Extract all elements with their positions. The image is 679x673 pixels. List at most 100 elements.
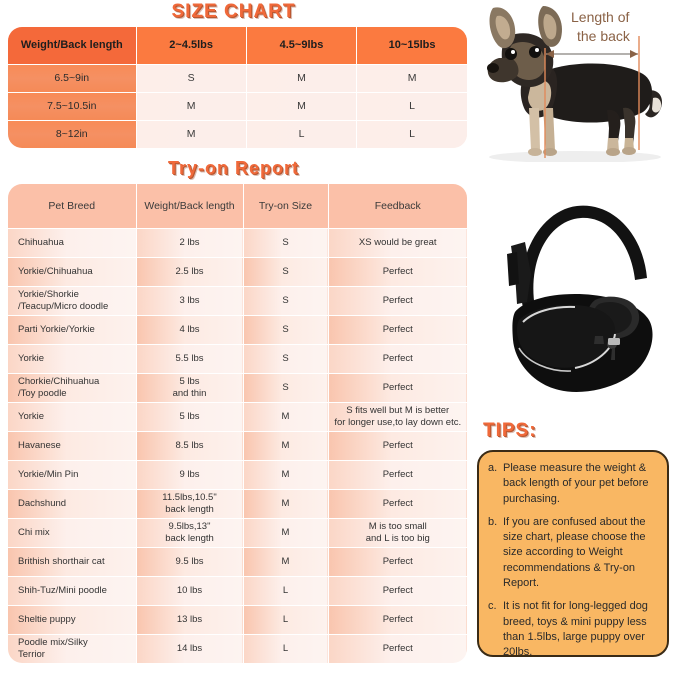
- tryon-report-title: Try-on Report: [166, 157, 299, 180]
- table-row: Yorkie/Shorkie/Teacup/Micro doodle 3 lbs S…: [8, 286, 467, 316]
- size-chart-header-cell: 10~15lbs: [356, 27, 467, 65]
- table-row: 7.5~10.5in M M L: [8, 92, 467, 121]
- tryon-cell-feedback: Perfect: [328, 286, 467, 316]
- tryon-cell-size: M: [243, 518, 329, 548]
- tryon-cell-weight: 2.5 lbs: [136, 257, 244, 287]
- tip-text: If you are confused about the size chart…: [503, 515, 646, 590]
- tip-marker: a.: [488, 462, 498, 474]
- tryon-cell-breed: Yorkie: [8, 402, 137, 432]
- tryon-header-cell: Feedback: [328, 184, 467, 229]
- table-row: Havanese 8.5 lbs M Perfect: [8, 431, 467, 461]
- tryon-cell-feedback: M is too small and L is too big: [328, 518, 467, 548]
- tryon-cell-breed: Havanese: [8, 431, 137, 461]
- tryon-cell-size: S: [243, 373, 329, 403]
- size-chart-cell: L: [246, 120, 358, 148]
- pet-carrier-bag-photo: [467, 162, 679, 412]
- tryon-cell-breed: Yorkie: [8, 344, 137, 374]
- table-row: Yorkie/Chihuahua 2.5 lbs S Perfect: [8, 257, 467, 287]
- tryon-cell-weight: 2 lbs: [136, 228, 244, 258]
- tryon-cell-size: M: [243, 547, 329, 577]
- tryon-cell-breed: Yorkie/Shorkie/Teacup/Micro doodle: [8, 286, 137, 316]
- size-chart-cell: M: [246, 64, 358, 93]
- table-row: 6.5~9in S M M: [8, 64, 467, 93]
- size-chart-cell: M: [136, 120, 247, 148]
- tryon-cell-weight: 5 lbs and thin: [136, 373, 244, 403]
- size-chart-cell: L: [356, 92, 467, 121]
- tryon-cell-feedback: Perfect: [328, 547, 467, 577]
- tryon-cell-feedback: Perfect: [328, 315, 467, 345]
- tip-item: a. Please measure the weight & back leng…: [488, 461, 659, 507]
- tryon-cell-size: S: [243, 286, 329, 316]
- table-row: Dachshund 11.5lbs,10.5" back length M Perfec…: [8, 489, 467, 519]
- tryon-cell-size: L: [243, 605, 329, 635]
- tryon-header-cell: Pet Breed: [8, 184, 137, 229]
- table-row: Yorkie 5.5 lbs S Perfect: [8, 344, 467, 374]
- tryon-cell-size: S: [243, 257, 329, 287]
- tryon-cell-breed: Chorkie/Chihuahua/Toy poodle: [8, 373, 137, 403]
- tryon-header-cell: Try-on Size: [243, 184, 329, 229]
- tryon-cell-feedback: XS would be great: [328, 228, 467, 258]
- carrier-bag-illustration: [467, 162, 679, 412]
- dog-annotation-line1: Length of: [571, 9, 629, 25]
- table-row: Sheltie puppy 13 lbs L Perfect: [8, 605, 467, 635]
- tryon-cell-feedback: Perfect: [328, 576, 467, 606]
- size-chart-row-label: 6.5~9in: [8, 64, 137, 93]
- tryon-cell-weight: 13 lbs: [136, 605, 244, 635]
- tryon-cell-feedback: Perfect: [328, 257, 467, 287]
- tryon-cell-feedback: Perfect: [328, 431, 467, 461]
- tryon-cell-weight: 14 lbs: [136, 634, 244, 663]
- tryon-cell-weight: 4 lbs: [136, 315, 244, 345]
- tryon-cell-weight: 3 lbs: [136, 286, 244, 316]
- size-chart-title: SIZE CHART: [170, 0, 296, 24]
- tip-item: b. If you are confused about the size ch…: [488, 515, 659, 591]
- tryon-cell-breed: Yorkie/Min Pin: [8, 460, 137, 490]
- tip-item: c. It is not fit for long-legged dog bre…: [488, 599, 659, 660]
- tryon-cell-breed: Chi mix: [8, 518, 137, 548]
- tryon-cell-breed: Chihuahua: [8, 228, 137, 258]
- size-chart-cell: M: [136, 92, 247, 121]
- tryon-cell-weight: 9.5lbs,13" back length: [136, 518, 244, 548]
- tryon-cell-feedback: Perfect: [328, 634, 467, 663]
- tryon-cell-weight: 10 lbs: [136, 576, 244, 606]
- tips-box: a. Please measure the weight & back leng…: [477, 450, 669, 660]
- tryon-cell-feedback: Perfect: [328, 373, 467, 403]
- tryon-header-cell: Weight/Back length: [136, 184, 244, 229]
- tryon-cell-size: M: [243, 431, 329, 461]
- tryon-cell-size: L: [243, 576, 329, 606]
- tryon-cell-feedback: S fits well but M is better for longer us…: [328, 402, 467, 432]
- size-chart-table: Weight/Back length 2~4.5lbs 4.5~9lbs 10~…: [8, 27, 467, 148]
- tryon-cell-breed: Poodle mix/Silky Terrior: [8, 634, 137, 663]
- table-row: 8~12in M L L: [8, 120, 467, 148]
- size-chart-header-row: Weight/Back length 2~4.5lbs 4.5~9lbs 10~…: [8, 27, 467, 65]
- tryon-cell-breed: Yorkie/Chihuahua: [8, 257, 137, 287]
- tryon-cell-weight: 11.5lbs,10.5" back length: [136, 489, 244, 519]
- tryon-cell-breed: Parti Yorkie/Yorkie: [8, 315, 137, 345]
- tryon-cell-feedback: Perfect: [328, 605, 467, 635]
- tryon-report-body: Chihuahua 2 lbs S XS would be great Yorkie/C…: [8, 228, 467, 663]
- size-chart-cell: L: [356, 120, 467, 148]
- size-chart-header-cell: Weight/Back length: [8, 27, 137, 65]
- tryon-cell-weight: 5.5 lbs: [136, 344, 244, 374]
- dog-annotation-line2: the back: [577, 28, 631, 44]
- table-row: Chorkie/Chihuahua/Toy poodle 5 lbs and thi…: [8, 373, 467, 403]
- size-chart-cell: M: [246, 92, 358, 121]
- tryon-cell-breed: Shih-Tuz/Mini poodle: [8, 576, 137, 606]
- tryon-cell-breed: Dachshund: [8, 489, 137, 519]
- tip-marker: c.: [488, 600, 497, 613]
- tryon-cell-size: L: [243, 634, 329, 663]
- tryon-cell-size: M: [243, 489, 329, 519]
- size-chart-row-label: 8~12in: [8, 120, 137, 148]
- table-row: Brithish shorthair cat 9.5 lbs M Perfect: [8, 547, 467, 577]
- table-row: Chihuahua 2 lbs S XS would be great: [8, 228, 467, 258]
- tryon-cell-weight: 5 lbs: [136, 402, 244, 432]
- table-row: Yorkie/Min Pin 9 lbs M Perfect: [8, 460, 467, 490]
- table-row: Shih-Tuz/Mini poodle 10 lbs L Perfect: [8, 576, 467, 606]
- tip-marker: b.: [488, 515, 498, 528]
- table-row: Parti Yorkie/Yorkie 4 lbs S Perfect: [8, 315, 467, 345]
- tryon-cell-feedback: Perfect: [328, 460, 467, 490]
- tryon-cell-size: S: [243, 228, 329, 258]
- table-row: Poodle mix/Silky Terrior 14 lbs L Perfect: [8, 634, 467, 663]
- tryon-cell-weight: 8.5 lbs: [136, 431, 244, 461]
- tryon-report-table: Pet Breed Weight/Back length Try-on Size…: [8, 184, 467, 663]
